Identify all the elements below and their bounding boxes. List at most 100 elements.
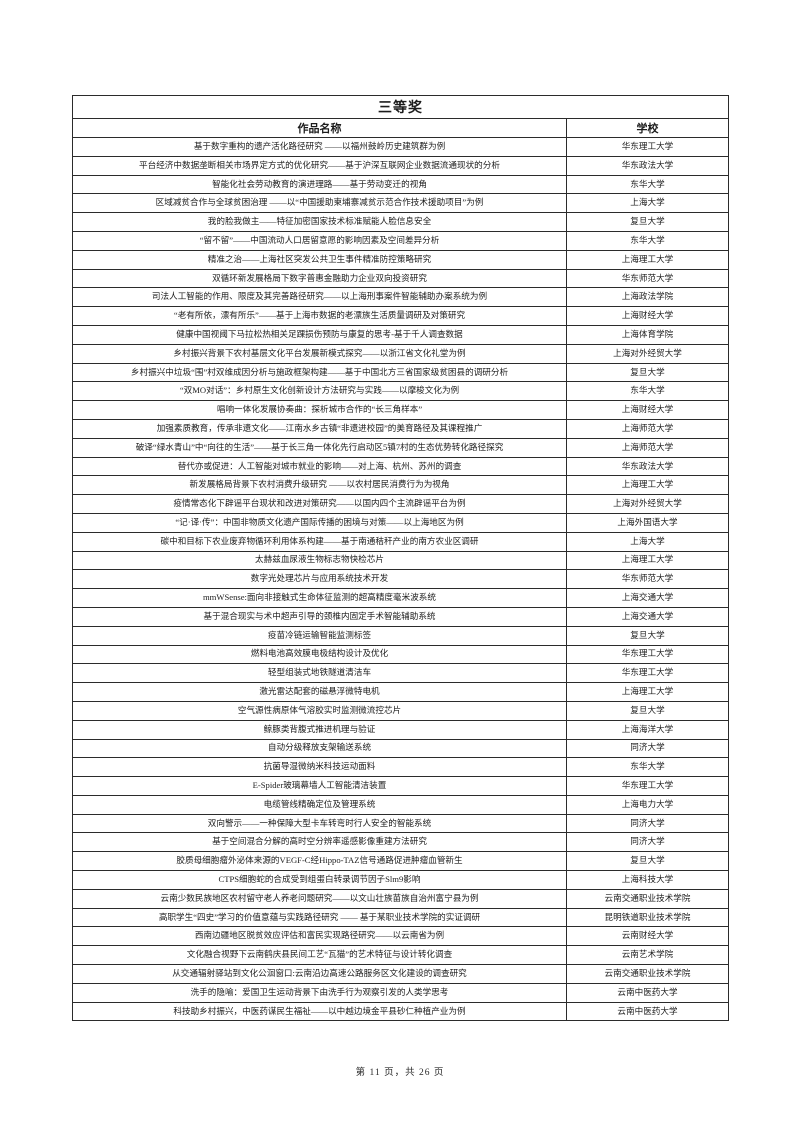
- school-cell: 云南中医药大学: [566, 982, 729, 1003]
- table-row: 平台经济中数据垄断相关市场界定方式的优化研究——基于沪深互联网企业数据流通现状的…: [72, 155, 729, 176]
- work-title-cell: “双MO对话”：乡村原生文化创新设计方法研究与实践——以摩梭文化为例: [72, 381, 567, 402]
- table-header-row: 作品名称 学校: [72, 118, 729, 138]
- table-row: 胶质母细胞瘤外泌体来源的VEGF-C经Hippo-TAZ信号通路促进肿瘤血管新生…: [72, 851, 729, 872]
- table-row: 替代亦或促进：人工智能对城市就业的影响——对上海、杭州、苏州的调查 华东政法大学: [72, 456, 729, 477]
- school-cell: 华东政法大学: [566, 456, 729, 477]
- table-row: 基于数字重构的遗产活化路径研究 ——以福州鼓岭历史建筑群为例 华东理工大学: [72, 137, 729, 157]
- school-cell: 上海海洋大学: [566, 719, 729, 740]
- column-header-work: 作品名称: [72, 118, 567, 138]
- school-cell: 华东理工大学: [566, 776, 729, 796]
- table-row: 高职学生“四史”学习的价值意蕴与实践路径研究 —— 基于某职业技术学院的实证调研…: [72, 907, 729, 928]
- work-title-cell: 乡村振兴背景下农村基层文化平台发展新模式探究——以浙江省文化礼堂为例: [72, 343, 567, 364]
- table-row: 西南边疆地区脱贫效应评估和富民实现路径研究——以云南省为例 云南财经大学: [72, 926, 729, 947]
- work-title-cell: 胶质母细胞瘤外泌体来源的VEGF-C经Hippo-TAZ信号通路促进肿瘤血管新生: [72, 851, 567, 872]
- table-row: 双向警示——一种保障大型卡车转弯时行人安全的智能系统 同济大学: [72, 813, 729, 834]
- table-row: 鲸豚类背腹式推进机理与验证 上海海洋大学: [72, 719, 729, 740]
- table-row: “双MO对话”：乡村原生文化创新设计方法研究与实践——以摩梭文化为例 东华大学: [72, 381, 729, 402]
- work-title-cell: 疫情常态化下辟谣平台现状和改进对策研究——以国内四个主流辟谣平台为例: [72, 494, 567, 514]
- work-title-cell: 自动分级释放支架输送系统: [72, 738, 567, 759]
- work-title-cell: 数字光处理芯片与应用系统技术开发: [72, 569, 567, 590]
- school-cell: 上海科技大学: [566, 870, 729, 890]
- work-title-cell: CTPS细胞蛇的合成受到组蛋白转录调节因子Slm9影响: [72, 870, 567, 890]
- work-title-cell: 科技助乡村振兴，中医药谋民生福祉——以中越边境金平县砂仁种植产业为例: [72, 1001, 567, 1022]
- school-cell: 云南交通职业技术学院: [566, 888, 729, 909]
- table-row: 轻型组装式地铁隧道清洁车 华东理工大学: [72, 663, 729, 684]
- work-title-cell: 我的脸我做主——特征加密国家技术标准赋能人脸信息安全: [72, 212, 567, 232]
- school-cell: 上海交通大学: [566, 588, 729, 608]
- work-title-cell: 双循环新发展格局下数字普惠金融助力企业双向投资研究: [72, 268, 567, 289]
- work-title-cell: 区域减贫合作与全球贫困治理 ——以“中国援助柬埔寨减贫示范合作技术援助项目”为例: [72, 193, 567, 214]
- school-cell: 复旦大学: [566, 362, 729, 383]
- work-title-cell: 替代亦或促进：人工智能对城市就业的影响——对上海、杭州、苏州的调查: [72, 456, 567, 477]
- work-title-cell: 从交通辐射驿站到文化公洄窗口:云南沿边高速公路服务区文化建设的调查研究: [72, 964, 567, 984]
- table-row: 从交通辐射驿站到文化公洄窗口:云南沿边高速公路服务区文化建设的调查研究 云南交通职…: [72, 964, 729, 984]
- table-row: 新发展格局背景下农村消费升级研究 ——以农村居民消费行为为视角 上海理工大学: [72, 475, 729, 496]
- work-title-cell: 碳中和目标下农业废弃物循环利用体系构建——基于南通秸秆产业的南方农业区调研: [72, 531, 567, 552]
- table-row: 疫苗冷链运输智能监测标签 复旦大学: [72, 625, 729, 646]
- school-cell: 华东师范大学: [566, 569, 729, 590]
- table-row: 抗菌导湿微纳米科技运动面料 东华大学: [72, 757, 729, 778]
- table-row: 智能化社会劳动教育的演进理路——基于劳动变迁的视角 东华大学: [72, 174, 729, 195]
- table-row: 乡村振兴背景下农村基层文化平台发展新模式探究——以浙江省文化礼堂为例 上海对外经贸…: [72, 343, 729, 364]
- work-title-cell: 轻型组装式地铁隧道清洁车: [72, 663, 567, 684]
- work-title-cell: 平台经济中数据垄断相关市场界定方式的优化研究——基于沪深互联网企业数据流通现状的…: [72, 155, 567, 176]
- school-cell: 上海大学: [566, 193, 729, 214]
- work-title-cell: 西南边疆地区脱贫效应评估和富民实现路径研究——以云南省为例: [72, 926, 567, 947]
- school-cell: 上海师范大学: [566, 418, 729, 439]
- work-title-cell: 疫苗冷链运输智能监测标签: [72, 625, 567, 646]
- work-title-cell: 洗手的隐喻：爱国卫生运动背景下由洗手行为观察引发的人类学思考: [72, 982, 567, 1003]
- work-title-cell: “老有所依，漂有所乐”——基于上海市数据的老漂族生活质量调研及对策研究: [72, 306, 567, 326]
- school-cell: 东华大学: [566, 230, 729, 251]
- table-row: 空气源性病原体气溶胶实时监测微流控芯片 复旦大学: [72, 700, 729, 721]
- table-title: 三等奖: [72, 95, 729, 119]
- awards-table: 三等奖 作品名称 学校 基于数字重构的遗产活化路径研究 ——以福州鼓岭历史建筑群…: [72, 95, 729, 1022]
- table-row: 电缆管线精确定位及管理系统 上海电力大学: [72, 794, 729, 815]
- work-title-cell: 基于空间混合分解的高时空分辨率遥感影像重建方法研究: [72, 832, 567, 853]
- school-cell: 东华大学: [566, 381, 729, 402]
- work-title-cell: 基于数字重构的遗产活化路径研究 ——以福州鼓岭历史建筑群为例: [72, 137, 567, 157]
- table-row: CTPS细胞蛇的合成受到组蛋白转录调节因子Slm9影响 上海科技大学: [72, 870, 729, 890]
- work-title-cell: 高职学生“四史”学习的价值意蕴与实践路径研究 —— 基于某职业技术学院的实证调研: [72, 907, 567, 928]
- page-number: 第 11 页，共 26 页: [355, 1068, 445, 1078]
- table-row: 加强素质教育，传承非遗文化——江南水乡古镇“非遗进校园”的美育路径及其课程推广上…: [72, 418, 729, 439]
- table-row: “记·译·传”：中国非物质文化遗产国际传播的困境与对策——以上海地区为例 上海外国…: [72, 512, 729, 533]
- school-cell: 上海大学: [566, 531, 729, 552]
- school-cell: 上海理工大学: [566, 550, 729, 571]
- work-title-cell: 双向警示——一种保障大型卡车转弯时行人安全的智能系统: [72, 813, 567, 834]
- work-title-cell: 破译“绿水青山”中“向往的生活”——基于长三角一体化先行启动区5镇7村的生态优势…: [72, 437, 567, 458]
- table-row: 精准之治——上海社区突发公共卫生事件精准防控策略研究 上海理工大学: [72, 249, 729, 270]
- table-row: 破译“绿水青山”中“向往的生活”——基于长三角一体化先行启动区5镇7村的生态优势…: [72, 437, 729, 458]
- table-row: 太赫兹血尿液生物标志物快检芯片 上海理工大学: [72, 550, 729, 571]
- work-title-cell: 司法人工智能的作用、限度及其完善路径研究——以上海刑事案件智能辅助办案系统为例: [72, 287, 567, 308]
- school-cell: 云南交通职业技术学院: [566, 964, 729, 984]
- work-title-cell: “留不留”——中国流动人口居留意愿的影响因素及空间差异分析: [72, 230, 567, 251]
- work-title-cell: 加强素质教育，传承非遗文化——江南水乡古镇“非遗进校园”的美育路径及其课程推广: [72, 418, 567, 439]
- column-header-school: 学校: [566, 118, 729, 138]
- school-cell: 上海财经大学: [566, 400, 729, 420]
- table-row: 激光雷达配套的磁悬浮微特电机 上海理工大学: [72, 682, 729, 702]
- table-row: 唱响一体化发展协奏曲：探析城市合作的“长三角样本” 上海财经大学: [72, 400, 729, 420]
- work-title-cell: 唱响一体化发展协奏曲：探析城市合作的“长三角样本”: [72, 400, 567, 420]
- work-title-cell: E-Spider玻璃幕墙人工智能清洁装置: [72, 776, 567, 796]
- table-row: E-Spider玻璃幕墙人工智能清洁装置 华东理工大学: [72, 776, 729, 796]
- table-row: 疫情常态化下辟谣平台现状和改进对策研究——以国内四个主流辟谣平台为例 上海对外经贸…: [72, 494, 729, 514]
- school-cell: 上海理工大学: [566, 475, 729, 496]
- school-cell: 昆明铁道职业技术学院: [566, 907, 729, 928]
- table-body: 基于数字重构的遗产活化路径研究 ——以福州鼓岭历史建筑群为例 华东理工大学 平台经济…: [72, 137, 729, 1022]
- table-row: 基于混合现实与术中超声引导的颈椎内固定手术智能辅助系统 上海交通大学: [72, 606, 729, 627]
- work-title-cell: 燃料电池高效膜电极结构设计及优化: [72, 644, 567, 665]
- school-cell: 云南艺术学院: [566, 945, 729, 966]
- school-cell: 华东师范大学: [566, 268, 729, 289]
- table-row: 双循环新发展格局下数字普惠金融助力企业双向投资研究 华东师范大学: [72, 268, 729, 289]
- work-title-cell: 云南少数民族地区农村留守老人养老问题研究——以文山壮族苗族自治州富宁县为例: [72, 888, 567, 909]
- table-row: 自动分级释放支架输送系统 同济大学: [72, 738, 729, 759]
- table-row: 我的脸我做主——特征加密国家技术标准赋能人脸信息安全 复旦大学: [72, 212, 729, 232]
- school-cell: 同济大学: [566, 832, 729, 853]
- school-cell: 上海财经大学: [566, 306, 729, 326]
- school-cell: 复旦大学: [566, 700, 729, 721]
- school-cell: 东华大学: [566, 174, 729, 195]
- table-row: 健康中国视阈下马拉松热相关足踝损伤预防与康复的思考-基于千人调查数据 上海体育学院: [72, 324, 729, 345]
- work-title-cell: 智能化社会劳动教育的演进理路——基于劳动变迁的视角: [72, 174, 567, 195]
- school-cell: 上海理工大学: [566, 249, 729, 270]
